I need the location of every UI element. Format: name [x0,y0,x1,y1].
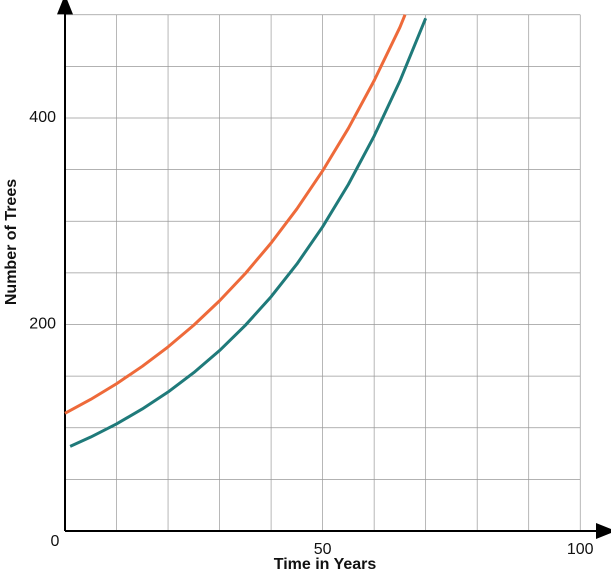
line [69,17,428,448]
y-axis-label: Number of Trees [3,179,20,305]
y-tick-label: 200 [29,316,56,333]
y-tick-label: 400 [29,109,56,126]
line [64,14,407,415]
x-tick-label: 100 [567,541,594,558]
x-tick-label: 0 [51,533,60,550]
x-axis-label: Time in Years [274,556,377,573]
x-tick-label: 50 [314,541,332,558]
